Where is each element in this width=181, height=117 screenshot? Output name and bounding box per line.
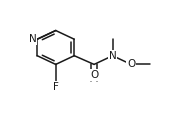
Text: F: F [53,82,59,92]
Text: O: O [90,70,98,80]
Text: N: N [29,34,37,44]
Text: N: N [109,51,117,61]
Text: O: O [127,59,135,69]
